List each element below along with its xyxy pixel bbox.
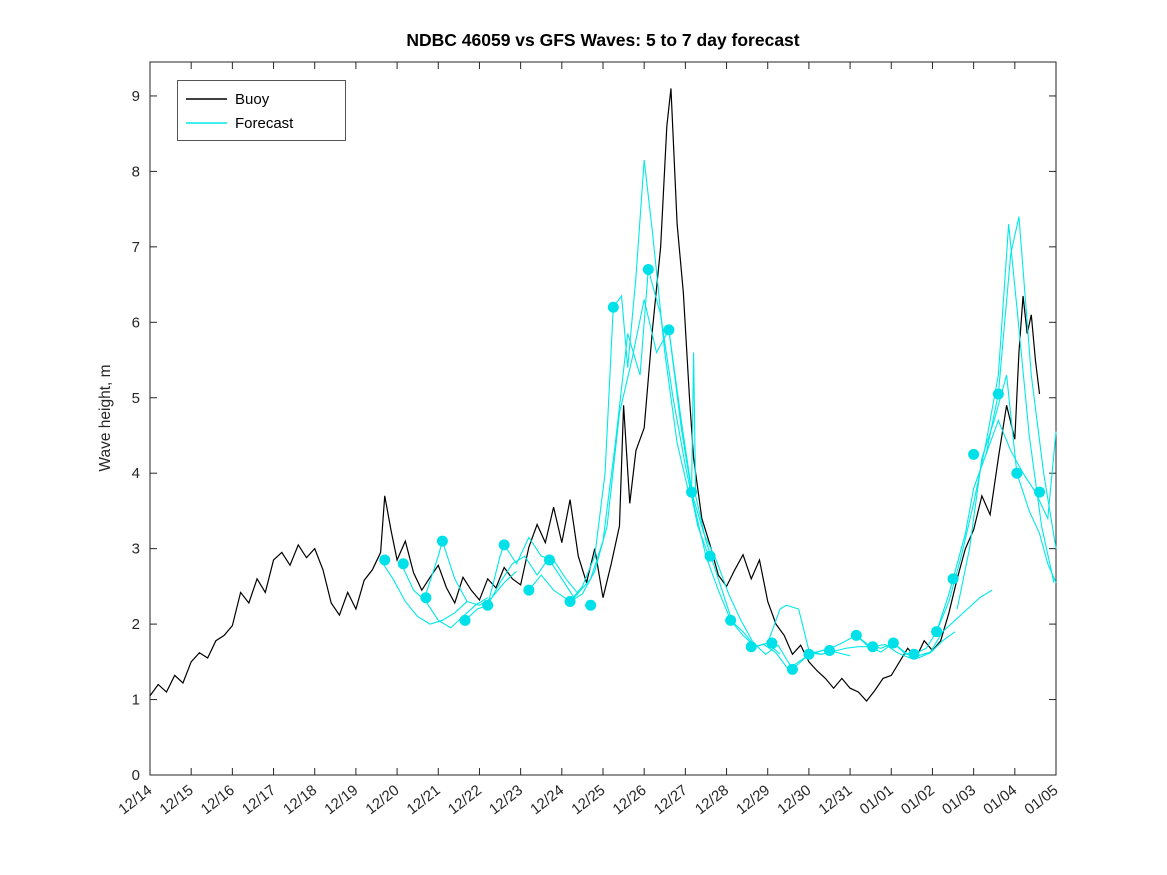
forecast-marker — [803, 648, 815, 660]
x-tick-label: 12/27 — [651, 782, 691, 819]
forecast-marker — [498, 539, 510, 551]
x-tick-label: 12/29 — [733, 782, 773, 819]
forecast-line — [985, 418, 1057, 521]
y-tick-label: 5 — [132, 390, 140, 407]
forecast-marker — [1034, 486, 1046, 498]
forecast-line — [691, 491, 791, 666]
forecast-marker — [686, 486, 698, 498]
x-tick-label: 01/01 — [857, 782, 897, 819]
forecast-marker — [745, 641, 757, 653]
forecast-marker — [379, 554, 391, 566]
x-tick-label: 12/21 — [404, 782, 444, 819]
forecast-marker — [397, 558, 409, 570]
x-tick-label: 12/19 — [321, 782, 361, 819]
forecast-marker — [908, 648, 920, 660]
forecast-marker — [704, 550, 716, 562]
forecast-line — [464, 555, 548, 621]
forecast-marker — [482, 599, 494, 611]
forecast-marker — [947, 573, 959, 585]
forecast-line — [528, 160, 691, 603]
x-tick-label: 12/23 — [486, 782, 526, 819]
forecast-marker — [968, 448, 980, 460]
x-tick-label: 12/16 — [198, 782, 238, 819]
forecast-line — [892, 589, 993, 657]
forecast-marker — [436, 535, 448, 547]
legend-label-forecast: Forecast — [235, 115, 294, 132]
x-tick-label: 12/14 — [115, 782, 155, 819]
x-tick-label: 12/15 — [157, 782, 197, 819]
forecast-line — [380, 559, 468, 625]
forecast-line — [751, 643, 851, 671]
y-tick-label: 6 — [132, 314, 140, 331]
y-tick-label: 1 — [132, 692, 140, 709]
forecast-marker — [766, 637, 778, 649]
legend: Buoy Forecast — [177, 80, 346, 141]
forecast-marker — [824, 645, 835, 657]
forecast-line — [569, 299, 732, 617]
forecast-line — [549, 269, 711, 599]
y-tick-label: 9 — [132, 88, 140, 105]
x-tick-label: 12/28 — [692, 782, 732, 819]
forecast-marker — [992, 388, 1004, 400]
legend-box — [177, 80, 346, 141]
forecast-marker — [642, 263, 654, 275]
x-tick-label: 01/02 — [898, 782, 938, 819]
x-tick-label: 01/05 — [1021, 782, 1061, 819]
plot-area: 0 1 2 3 4 5 6 7 8 9 12/14 12/15 12/16 12/17 12/18 12/19… — [115, 61, 1061, 819]
forecast-marker — [663, 324, 675, 336]
x-tick-label: 12/24 — [527, 782, 567, 819]
chart-title: NDBC 46059 vs GFS Waves: 5 to 7 day fore… — [406, 30, 799, 50]
forecast-line — [913, 224, 1055, 655]
forecast-line — [425, 539, 517, 606]
x-tick-label: 12/18 — [280, 782, 320, 819]
forecast-line — [936, 216, 1057, 632]
forecast-marker — [607, 301, 619, 313]
y-tick-label: 3 — [132, 541, 140, 558]
forecast-line — [956, 374, 1057, 610]
y-tick-label: 2 — [132, 616, 140, 633]
forecast-marker — [931, 626, 943, 638]
x-tick-label: 12/20 — [362, 782, 402, 819]
forecast-marker — [725, 614, 737, 626]
x-tick-label: 12/31 — [815, 782, 855, 819]
x-tick-label: 12/30 — [774, 782, 814, 819]
x-tick-label: 12/17 — [239, 782, 279, 819]
buoy-line — [149, 88, 1041, 702]
x-tick-label: 01/04 — [980, 782, 1020, 819]
y-tick-label: 0 — [132, 767, 140, 784]
forecast-marker — [887, 637, 899, 649]
forecast-line — [668, 329, 781, 655]
forecast-marker — [867, 641, 879, 653]
forecast-marker — [564, 595, 576, 607]
y-tick-label: 7 — [132, 239, 140, 256]
x-tick-label: 01/03 — [939, 782, 979, 819]
y-axis-label: Wave height, m — [97, 364, 114, 471]
forecast-marker — [543, 554, 555, 566]
forecast-marker — [523, 584, 535, 596]
forecast-marker — [1011, 467, 1023, 479]
forecast-line — [400, 563, 488, 629]
axes-box — [149, 61, 1057, 776]
x-tick-label: 12/22 — [445, 782, 485, 819]
forecast-marker — [850, 629, 862, 641]
forecast-marker — [585, 599, 597, 611]
y-tick-label: 8 — [132, 163, 140, 180]
forecast-marker — [459, 614, 471, 626]
forecast-marker — [420, 592, 432, 604]
legend-label-buoy: Buoy — [235, 91, 270, 108]
forecast-marker — [786, 663, 798, 675]
x-tick-label: 12/26 — [610, 782, 650, 819]
x-tick-label: 12/25 — [568, 782, 608, 819]
y-tick-label: 4 — [132, 465, 140, 482]
forecast-line — [487, 536, 579, 606]
